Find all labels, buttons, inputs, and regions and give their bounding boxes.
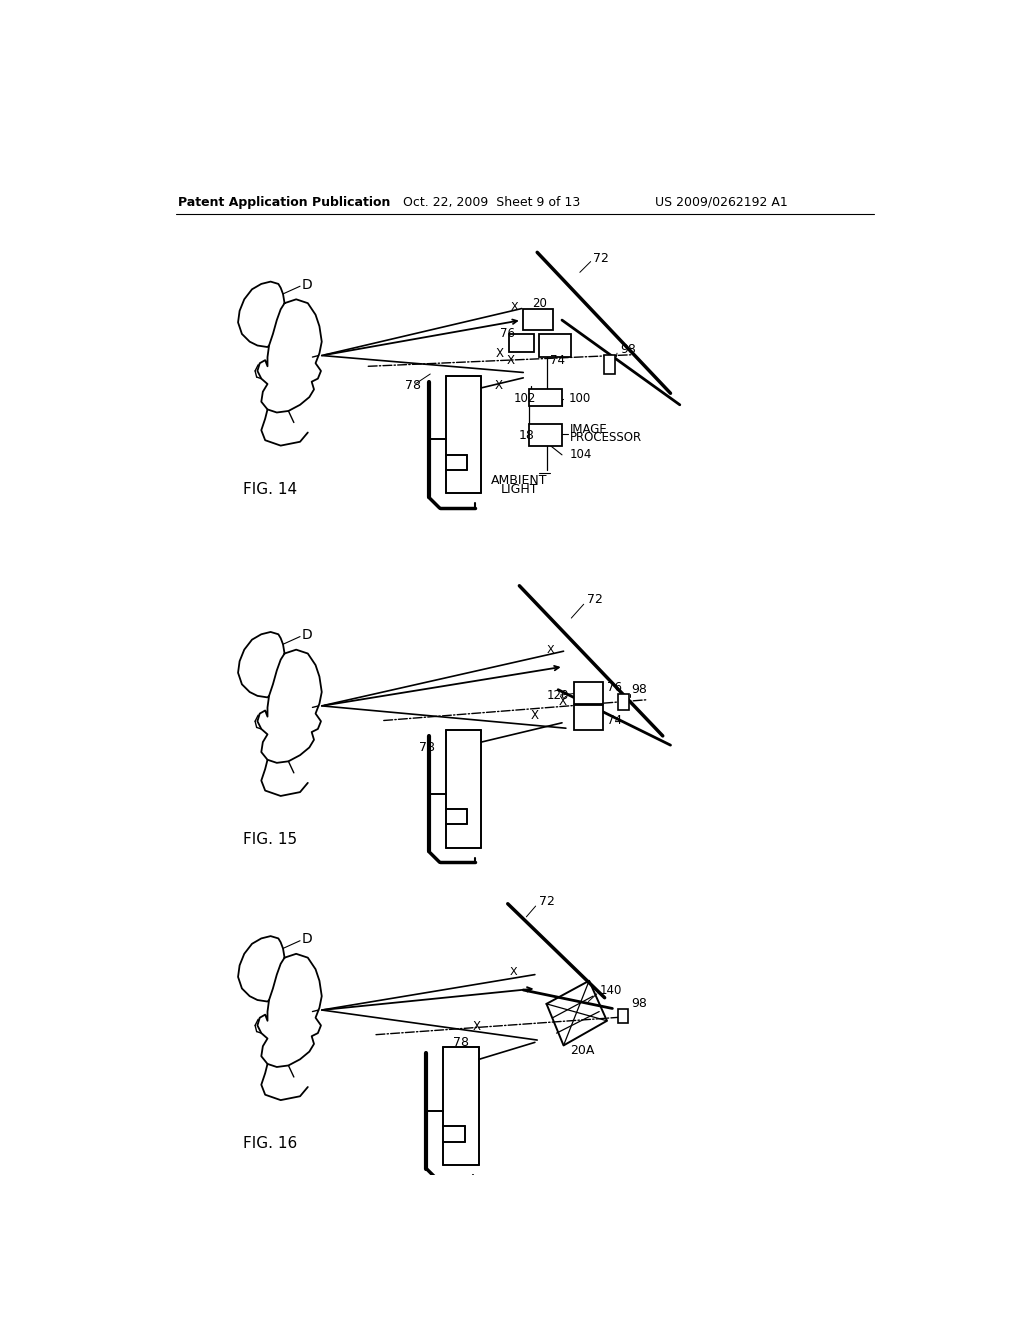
Text: 72: 72 (593, 252, 609, 265)
Text: 140: 140 (599, 983, 622, 997)
Text: D: D (302, 932, 312, 946)
Text: 98: 98 (632, 998, 647, 1010)
Text: X: X (496, 347, 504, 360)
Text: 78: 78 (454, 1036, 469, 1049)
Bar (617, 1010, 628, 1023)
Text: FIG. 15: FIG. 15 (243, 833, 297, 847)
Text: IMAGE: IMAGE (569, 422, 607, 436)
Bar (539, 334, 571, 358)
Text: 76: 76 (607, 681, 622, 694)
Text: X: X (547, 644, 554, 655)
Text: 100: 100 (568, 392, 591, 405)
Text: 74: 74 (550, 354, 565, 367)
Bar (523, 309, 553, 330)
Text: X: X (495, 379, 503, 392)
Text: X: X (510, 968, 518, 977)
Text: 76: 76 (500, 327, 515, 341)
Text: 72: 72 (587, 593, 603, 606)
Text: 74: 74 (607, 714, 622, 727)
Text: LIGHT: LIGHT (501, 483, 539, 496)
Text: 20: 20 (532, 297, 548, 310)
Text: FIG. 16: FIG. 16 (243, 1137, 297, 1151)
Text: X: X (511, 302, 518, 312)
Text: X: X (531, 709, 539, 722)
Text: Oct. 22, 2009  Sheet 9 of 13: Oct. 22, 2009 Sheet 9 of 13 (403, 195, 581, 209)
Bar (529, 389, 562, 407)
Text: 72: 72 (539, 895, 555, 908)
Text: 104: 104 (569, 449, 592, 462)
Text: X: X (473, 1020, 481, 1034)
Text: D: D (302, 628, 312, 642)
Text: FIG. 14: FIG. 14 (243, 482, 297, 498)
Bar (573, 705, 603, 730)
Text: AMBIENT: AMBIENT (492, 474, 548, 487)
Bar (604, 355, 615, 374)
Text: X: X (506, 354, 514, 367)
Text: 98: 98 (632, 684, 647, 696)
Text: X: X (559, 694, 567, 708)
Text: US 2009/0262192 A1: US 2009/0262192 A1 (655, 195, 787, 209)
Text: 78: 78 (419, 741, 434, 754)
Text: 120: 120 (547, 689, 569, 702)
Text: PROCESSOR: PROCESSOR (569, 432, 642, 445)
Bar (529, 424, 562, 446)
Bar (509, 334, 535, 352)
Bar (617, 693, 630, 710)
Text: 102: 102 (514, 392, 537, 405)
Text: 18: 18 (518, 429, 535, 442)
Text: Patent Application Publication: Patent Application Publication (178, 195, 391, 209)
Text: D: D (302, 277, 312, 292)
Text: 98: 98 (621, 343, 636, 356)
Text: 78: 78 (406, 379, 422, 392)
Text: 20A: 20A (569, 1044, 594, 1056)
Bar (573, 682, 603, 704)
